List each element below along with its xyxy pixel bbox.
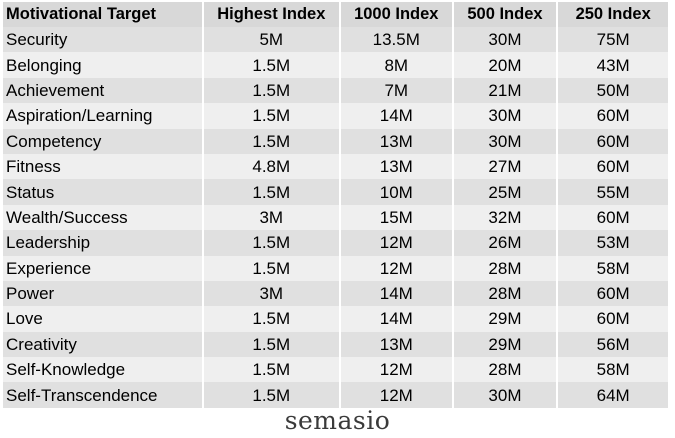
cell-motivational-target: Love: [6, 309, 43, 329]
cell-500-index: 28M: [451, 357, 557, 383]
cell-500-index: 21M: [451, 77, 557, 104]
cell-1000-index: 8M: [338, 52, 452, 78]
table-row: Achievement 1.5M 7M 21M 50M: [3, 77, 668, 104]
cell-motivational-target: Experience: [6, 258, 92, 278]
cell-motivational-target: Achievement: [6, 80, 105, 100]
table-row: Competency 1.5M 13M 30M 60M: [3, 128, 668, 154]
cell-motivational-target: Fitness: [6, 157, 61, 177]
cell-250-index: 75M: [556, 27, 668, 53]
cell-1000-index: 12M: [338, 357, 452, 383]
cell-500-index: 29M: [451, 331, 557, 358]
table-row: Status 1.5M 10M 25M 55M: [3, 179, 668, 205]
cell-1000-index: 13M: [338, 153, 452, 180]
table-row: Aspiration/Learning 1.5M 14M 30M 60M: [3, 103, 668, 129]
cell-motivational-target: Security: [6, 30, 68, 50]
table-row: Security 5M 13.5M 30M 75M: [3, 27, 668, 53]
cell-highest-index: 1.5M: [201, 357, 339, 383]
table-row: Self-Knowledge 1.5M 12M 28M 58M: [3, 357, 668, 383]
cell-500-index: 30M: [451, 382, 557, 408]
cell-highest-index: 3M: [201, 280, 339, 307]
cell-1000-index: 14M: [338, 103, 452, 129]
header-250-index: 250 Index: [556, 2, 668, 27]
table-header-row: Motivational Target Highest Index 1000 I…: [3, 2, 668, 27]
cell-1000-index: 10M: [338, 179, 452, 205]
cell-250-index: 58M: [556, 357, 668, 383]
table-body: Security 5M 13.5M 30M 75M Belonging 1.5M 8M 20M 4…: [3, 27, 668, 408]
cell-1000-index: 13M: [338, 128, 452, 154]
cell-500-index: 20M: [451, 52, 557, 78]
table-row: Love 1.5M 14M 29M 60M: [3, 306, 668, 332]
table-row: Self-Transcendence 1.5M 12M 30M 64M: [3, 382, 668, 408]
cell-500-index: 27M: [451, 153, 557, 180]
cell-motivational-target: Self-Knowledge: [6, 360, 126, 380]
cell-highest-index: 1.5M: [201, 382, 339, 408]
header-motivational-target: Motivational Target: [6, 5, 157, 24]
cell-motivational-target: Wealth/Success: [6, 207, 128, 227]
cell-250-index: 55M: [556, 179, 668, 205]
cell-250-index: 60M: [556, 103, 668, 129]
cell-1000-index: 15M: [338, 204, 452, 231]
cell-motivational-target: Power: [6, 284, 55, 304]
cell-500-index: 30M: [451, 128, 557, 154]
cell-highest-index: 4.8M: [201, 153, 339, 180]
cell-1000-index: 13M: [338, 331, 452, 358]
cell-motivational-target: Self-Transcendence: [6, 385, 158, 405]
table-row: Experience 1.5M 12M 28M 58M: [3, 255, 668, 281]
cell-500-index: 29M: [451, 306, 557, 332]
table-row: Creativity 1.5M 13M 29M 56M: [3, 331, 668, 358]
cell-250-index: 60M: [556, 153, 668, 180]
cell-highest-index: 1.5M: [201, 103, 339, 129]
cell-500-index: 25M: [451, 179, 557, 205]
cell-1000-index: 14M: [338, 306, 452, 332]
cell-highest-index: 5M: [201, 27, 339, 53]
cell-500-index: 28M: [451, 255, 557, 281]
cell-1000-index: 7M: [338, 77, 452, 104]
cell-highest-index: 1.5M: [201, 255, 339, 281]
cell-1000-index: 12M: [338, 382, 452, 408]
cell-highest-index: 1.5M: [201, 230, 339, 256]
cell-1000-index: 12M: [338, 255, 452, 281]
cell-1000-index: 12M: [338, 230, 452, 256]
cell-motivational-target: Creativity: [6, 334, 77, 354]
motivational-target-table: Motivational Target Highest Index 1000 I…: [3, 2, 668, 408]
cell-250-index: 53M: [556, 230, 668, 256]
cell-250-index: 58M: [556, 255, 668, 281]
cell-500-index: 26M: [451, 230, 557, 256]
table-row: Leadership 1.5M 12M 26M 53M: [3, 230, 668, 256]
cell-250-index: 43M: [556, 52, 668, 78]
semasio-logo: semasio: [284, 406, 391, 435]
cell-500-index: 28M: [451, 280, 557, 307]
cell-250-index: 60M: [556, 204, 668, 231]
cell-motivational-target: Leadership: [6, 233, 91, 253]
cell-highest-index: 1.5M: [201, 179, 339, 205]
cell-motivational-target: Belonging: [6, 55, 82, 75]
cell-motivational-target: Competency: [6, 131, 102, 151]
cell-1000-index: 13.5M: [338, 27, 452, 53]
table-row: Fitness 4.8M 13M 27M 60M: [3, 153, 668, 180]
cell-motivational-target: Status: [6, 182, 55, 202]
cell-highest-index: 1.5M: [201, 128, 339, 154]
cell-highest-index: 3M: [201, 204, 339, 231]
header-1000-index: 1000 Index: [338, 2, 452, 27]
table-row: Power 3M 14M 28M 60M: [3, 280, 668, 307]
cell-500-index: 32M: [451, 204, 557, 231]
cell-highest-index: 1.5M: [201, 306, 339, 332]
header-500-index: 500 Index: [451, 2, 557, 27]
table-row: Belonging 1.5M 8M 20M 43M: [3, 52, 668, 78]
cell-250-index: 60M: [556, 128, 668, 154]
cell-highest-index: 1.5M: [201, 331, 339, 358]
cell-highest-index: 1.5M: [201, 77, 339, 104]
cell-250-index: 60M: [556, 280, 668, 307]
header-highest-index: Highest Index: [201, 2, 339, 27]
cell-1000-index: 14M: [338, 280, 452, 307]
cell-250-index: 50M: [556, 77, 668, 104]
cell-250-index: 60M: [556, 306, 668, 332]
cell-motivational-target: Aspiration/Learning: [6, 106, 153, 126]
cell-500-index: 30M: [451, 27, 557, 53]
cell-500-index: 30M: [451, 103, 557, 129]
table-row: Wealth/Success 3M 15M 32M 60M: [3, 204, 668, 231]
cell-250-index: 64M: [556, 382, 668, 408]
cell-250-index: 56M: [556, 331, 668, 358]
cell-highest-index: 1.5M: [201, 52, 339, 78]
